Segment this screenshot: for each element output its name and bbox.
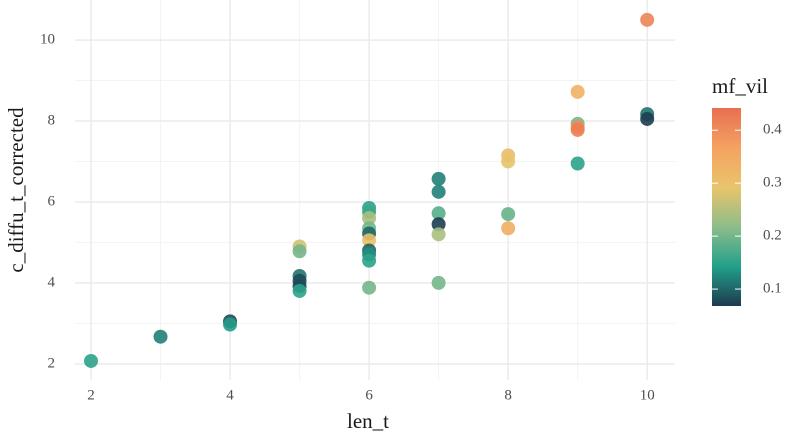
- x-axis-title: len_t: [347, 409, 389, 433]
- x-tick-label: 10: [640, 387, 655, 403]
- x-tick-label: 6: [365, 387, 373, 403]
- point: [431, 171, 446, 186]
- point: [501, 221, 516, 236]
- point: [501, 154, 516, 169]
- point: [640, 111, 655, 126]
- colorbar-label: 0.3: [763, 175, 782, 191]
- y-tick-label: 6: [48, 193, 56, 209]
- x-tick-label: 8: [504, 387, 512, 403]
- x-tick-label: 4: [226, 387, 234, 403]
- point: [362, 253, 377, 268]
- point: [431, 275, 446, 290]
- point: [640, 12, 655, 27]
- y-tick-label: 4: [48, 274, 56, 290]
- legend-title: mf_vil: [712, 74, 768, 98]
- y-tick-label: 8: [48, 112, 56, 128]
- point: [223, 317, 238, 332]
- point: [362, 211, 377, 226]
- point: [153, 329, 168, 344]
- colorbar: [712, 108, 741, 306]
- point: [501, 207, 516, 222]
- colorbar-label: 0.2: [763, 228, 782, 244]
- point: [431, 227, 446, 242]
- y-axis-title: c_diffu_t_corrected: [4, 107, 28, 273]
- point: [431, 206, 446, 221]
- point: [83, 353, 98, 368]
- y-tick-label: 2: [48, 355, 56, 371]
- point: [292, 283, 307, 298]
- point: [431, 217, 446, 232]
- y-tick-label: 10: [40, 32, 55, 48]
- point: [570, 122, 585, 137]
- x-tick-label: 2: [87, 387, 95, 403]
- point: [292, 244, 307, 259]
- point: [362, 280, 377, 295]
- point: [570, 84, 585, 99]
- point: [362, 233, 377, 248]
- colorbar-label: 0.4: [763, 122, 782, 138]
- colorbar-label: 0.1: [763, 280, 782, 296]
- point: [431, 184, 446, 199]
- point: [570, 156, 585, 171]
